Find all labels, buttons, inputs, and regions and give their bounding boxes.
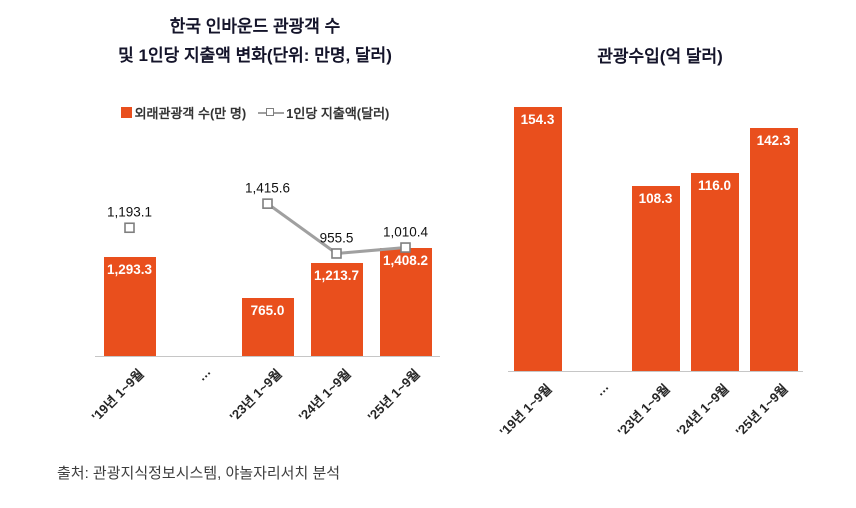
line-segment bbox=[266, 202, 338, 255]
bar-value-label: 154.3 bbox=[520, 112, 555, 128]
legend: 외래관광객 수(만 명) 1인당 지출액(달러) bbox=[55, 103, 455, 122]
line-value-label: 1,010.4 bbox=[383, 225, 429, 240]
bar: 1,408.2 bbox=[379, 248, 432, 356]
bar-series-swatch-icon bbox=[120, 107, 132, 118]
line-marker-icon bbox=[400, 242, 411, 253]
bar: 765.0 bbox=[241, 297, 294, 356]
bar: 142.3 bbox=[749, 127, 798, 371]
line-marker-icon bbox=[124, 222, 135, 234]
line-value-label: 955.5 bbox=[320, 230, 354, 245]
bar: 1,293.3 bbox=[103, 257, 156, 356]
right-chart-title: 관광수입(억 달러) bbox=[597, 47, 723, 66]
left-chart-title-line1: 한국 인바운드 관광객 수 bbox=[169, 17, 341, 36]
bar-value-label: 765.0 bbox=[250, 302, 285, 318]
left-chart-title-line2: 및 1인당 지출액 변화(단위: 만명, 달러) bbox=[118, 46, 392, 65]
bar: 108.3 bbox=[631, 185, 680, 371]
left-chart: 한국 인바운드 관광객 수 및 1인당 지출액 변화(단위: 만명, 달러) 외… bbox=[55, 12, 455, 458]
line-segment bbox=[336, 246, 406, 255]
bar-value-label: 142.3 bbox=[756, 132, 791, 148]
spend-line-series: 1,193.1 1,415.6 955.5 1,010.4 bbox=[107, 181, 429, 259]
left-plot-area: 1,293.3 765.0 1,213.7 1,408.2 1,193.1 1,415.6… bbox=[95, 97, 440, 357]
legend-marker-icon bbox=[266, 107, 275, 116]
bar-value-label: 1,293.3 bbox=[106, 262, 153, 278]
legend-label-visitors: 외래관광객 수(만 명) bbox=[134, 106, 247, 121]
source-note: 출처: 관광지식정보시스템, 야놀자리서치 분석 bbox=[57, 465, 341, 482]
bar-value-label: 116.0 bbox=[697, 177, 732, 193]
bar-value-label: 1,408.2 bbox=[382, 253, 429, 269]
bar: 154.3 bbox=[513, 107, 562, 371]
bar: 116.0 bbox=[690, 172, 739, 371]
line-marker-icon bbox=[262, 198, 273, 209]
bar-value-label: 108.3 bbox=[638, 190, 673, 206]
line-value-label: 1,193.1 bbox=[107, 205, 152, 220]
bar-value-label: 1,213.7 bbox=[313, 268, 360, 284]
bar: 1,213.7 bbox=[310, 263, 363, 356]
line-series-swatch-icon bbox=[258, 107, 285, 119]
right-plot-area: 154.3 108.3 116.0 142.3 bbox=[508, 107, 803, 372]
right-chart: 관광수입(억 달러) 154.3 108.3 116.0 142.3 '19년 1~9… bbox=[480, 12, 840, 458]
line-marker-icon bbox=[331, 248, 342, 259]
legend-label-spend: 1인당 지출액(달러) bbox=[286, 106, 390, 121]
line-value-label: 1,415.6 bbox=[245, 181, 290, 196]
